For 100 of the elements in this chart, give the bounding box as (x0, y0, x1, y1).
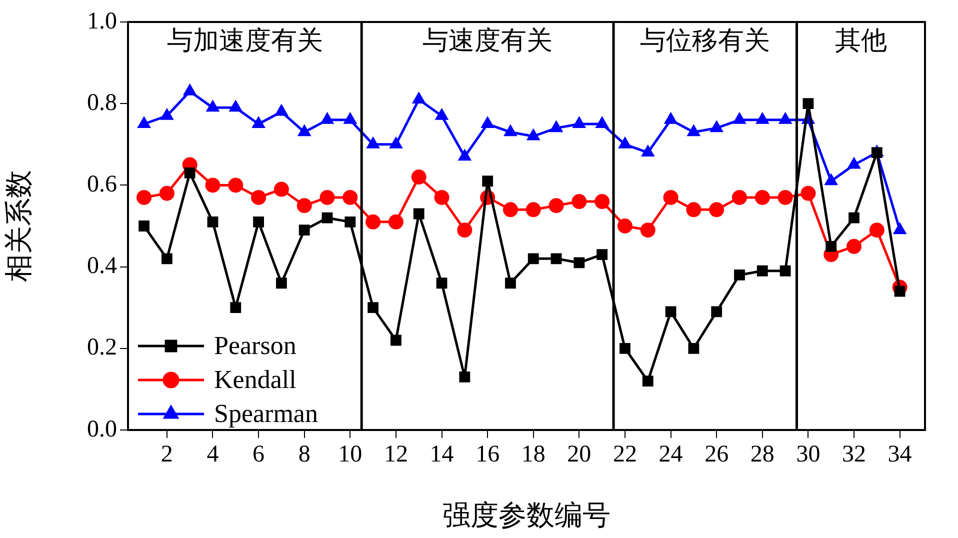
point (366, 214, 381, 230)
point (344, 112, 357, 124)
x-tick-label: 8 (298, 442, 310, 468)
point (137, 116, 151, 128)
point (413, 208, 424, 220)
point (732, 112, 746, 124)
x-tick-label: 12 (384, 442, 408, 468)
point (640, 222, 656, 238)
annotation: 与速度有关 (422, 26, 553, 55)
point (138, 220, 150, 232)
point (642, 376, 654, 386)
x-axis-title: 强度参数编号 (442, 500, 610, 532)
point (778, 112, 792, 124)
point (847, 157, 861, 169)
point (160, 108, 174, 120)
point (322, 212, 333, 224)
point (184, 168, 196, 178)
point (800, 186, 816, 201)
x-tick-label: 22 (612, 442, 637, 468)
point (732, 190, 747, 205)
point (756, 265, 768, 276)
point (596, 116, 609, 128)
point (482, 176, 494, 187)
point (253, 216, 264, 228)
point (251, 190, 266, 205)
point (159, 186, 174, 201)
point (663, 190, 678, 205)
point (780, 265, 791, 276)
point (504, 124, 518, 136)
x-tick-label: 16 (476, 442, 500, 468)
x-tick-label: 4 (206, 442, 219, 468)
point (550, 253, 562, 264)
point (617, 218, 632, 234)
point (161, 253, 172, 264)
point (550, 120, 563, 132)
point (526, 128, 540, 140)
point (274, 104, 288, 116)
point (846, 238, 862, 254)
point (869, 222, 884, 238)
point (620, 342, 630, 354)
point (205, 178, 220, 193)
y-tick-label: 0.0 (87, 416, 117, 442)
point (572, 194, 587, 210)
annotation: 与位移有关 (640, 26, 770, 55)
point (711, 306, 722, 318)
point (342, 190, 358, 205)
point (594, 194, 610, 210)
point (505, 278, 516, 289)
x-tick-label: 20 (567, 442, 592, 468)
point (459, 372, 470, 382)
point (229, 100, 242, 112)
y-tick-label: 0.4 (87, 253, 117, 280)
point (412, 92, 426, 104)
point (481, 116, 494, 128)
point (618, 136, 632, 148)
point (665, 306, 676, 318)
y-axis-title: 相关系数 (4, 170, 36, 282)
x-tick-label: 24 (658, 442, 683, 468)
point (183, 84, 196, 96)
point (136, 190, 152, 205)
point (320, 112, 334, 124)
point (754, 190, 770, 205)
point (207, 216, 218, 228)
point (344, 216, 356, 228)
point (436, 278, 448, 289)
point (366, 136, 380, 148)
legend-label: Kendall (214, 364, 296, 394)
point (502, 202, 518, 218)
point (389, 136, 403, 148)
point (526, 202, 541, 218)
point (435, 108, 448, 120)
point (390, 334, 402, 346)
point (574, 257, 585, 268)
point (709, 202, 724, 218)
x-tick-label: 14 (430, 442, 454, 468)
point (230, 302, 242, 314)
point (388, 214, 404, 230)
point (641, 145, 654, 157)
point (893, 222, 906, 234)
point (548, 198, 564, 214)
x-tick-label: 2 (160, 442, 173, 468)
legend-label: Pearson (214, 330, 296, 360)
y-tick-label: 1.0 (87, 8, 117, 34)
point (756, 112, 769, 124)
point (824, 174, 838, 186)
point (734, 270, 745, 280)
point (596, 249, 608, 260)
annotation: 其他 (834, 26, 887, 55)
point (572, 116, 586, 128)
y-tick-label: 0.8 (87, 90, 117, 116)
point (298, 124, 311, 136)
point (434, 190, 450, 205)
point (228, 178, 244, 193)
x-tick-label: 32 (842, 442, 866, 468)
point (276, 278, 287, 289)
point (252, 116, 266, 128)
point (457, 222, 472, 238)
point (206, 100, 220, 112)
legend-label: Spearman (214, 398, 318, 428)
point (871, 147, 882, 158)
